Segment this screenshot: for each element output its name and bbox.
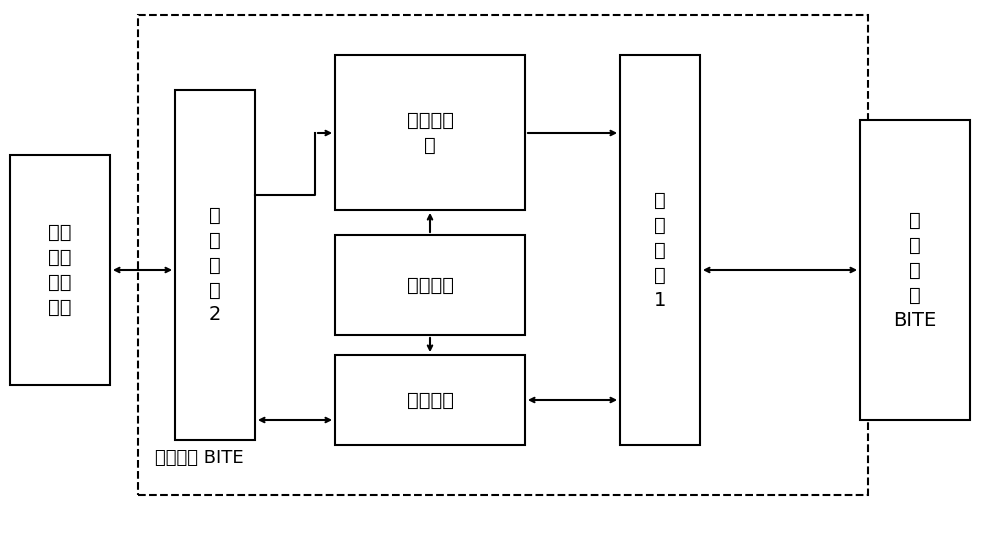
Bar bbox=[335, 235, 525, 335]
Text: 测试生成: 测试生成 bbox=[406, 275, 454, 294]
Text: 外部
数据
管理
系统: 外部 数据 管理 系统 bbox=[48, 223, 72, 317]
Text: 分系统级 BITE: 分系统级 BITE bbox=[155, 449, 244, 467]
Text: 测试矢量
库: 测试矢量 库 bbox=[406, 111, 454, 154]
Text: 通
讯
接
口
1: 通 讯 接 口 1 bbox=[654, 190, 666, 309]
Bar bbox=[335, 55, 525, 210]
Bar bbox=[620, 55, 700, 445]
Text: 电
路
板
级
BITE: 电 路 板 级 BITE bbox=[893, 210, 937, 330]
Bar bbox=[860, 120, 970, 420]
Text: 通
讯
接
口
2: 通 讯 接 口 2 bbox=[209, 205, 221, 325]
Bar bbox=[335, 355, 525, 445]
Bar bbox=[138, 15, 868, 495]
Text: 故障诊断: 故障诊断 bbox=[406, 390, 454, 410]
Bar bbox=[10, 155, 110, 385]
Bar bbox=[175, 90, 255, 440]
